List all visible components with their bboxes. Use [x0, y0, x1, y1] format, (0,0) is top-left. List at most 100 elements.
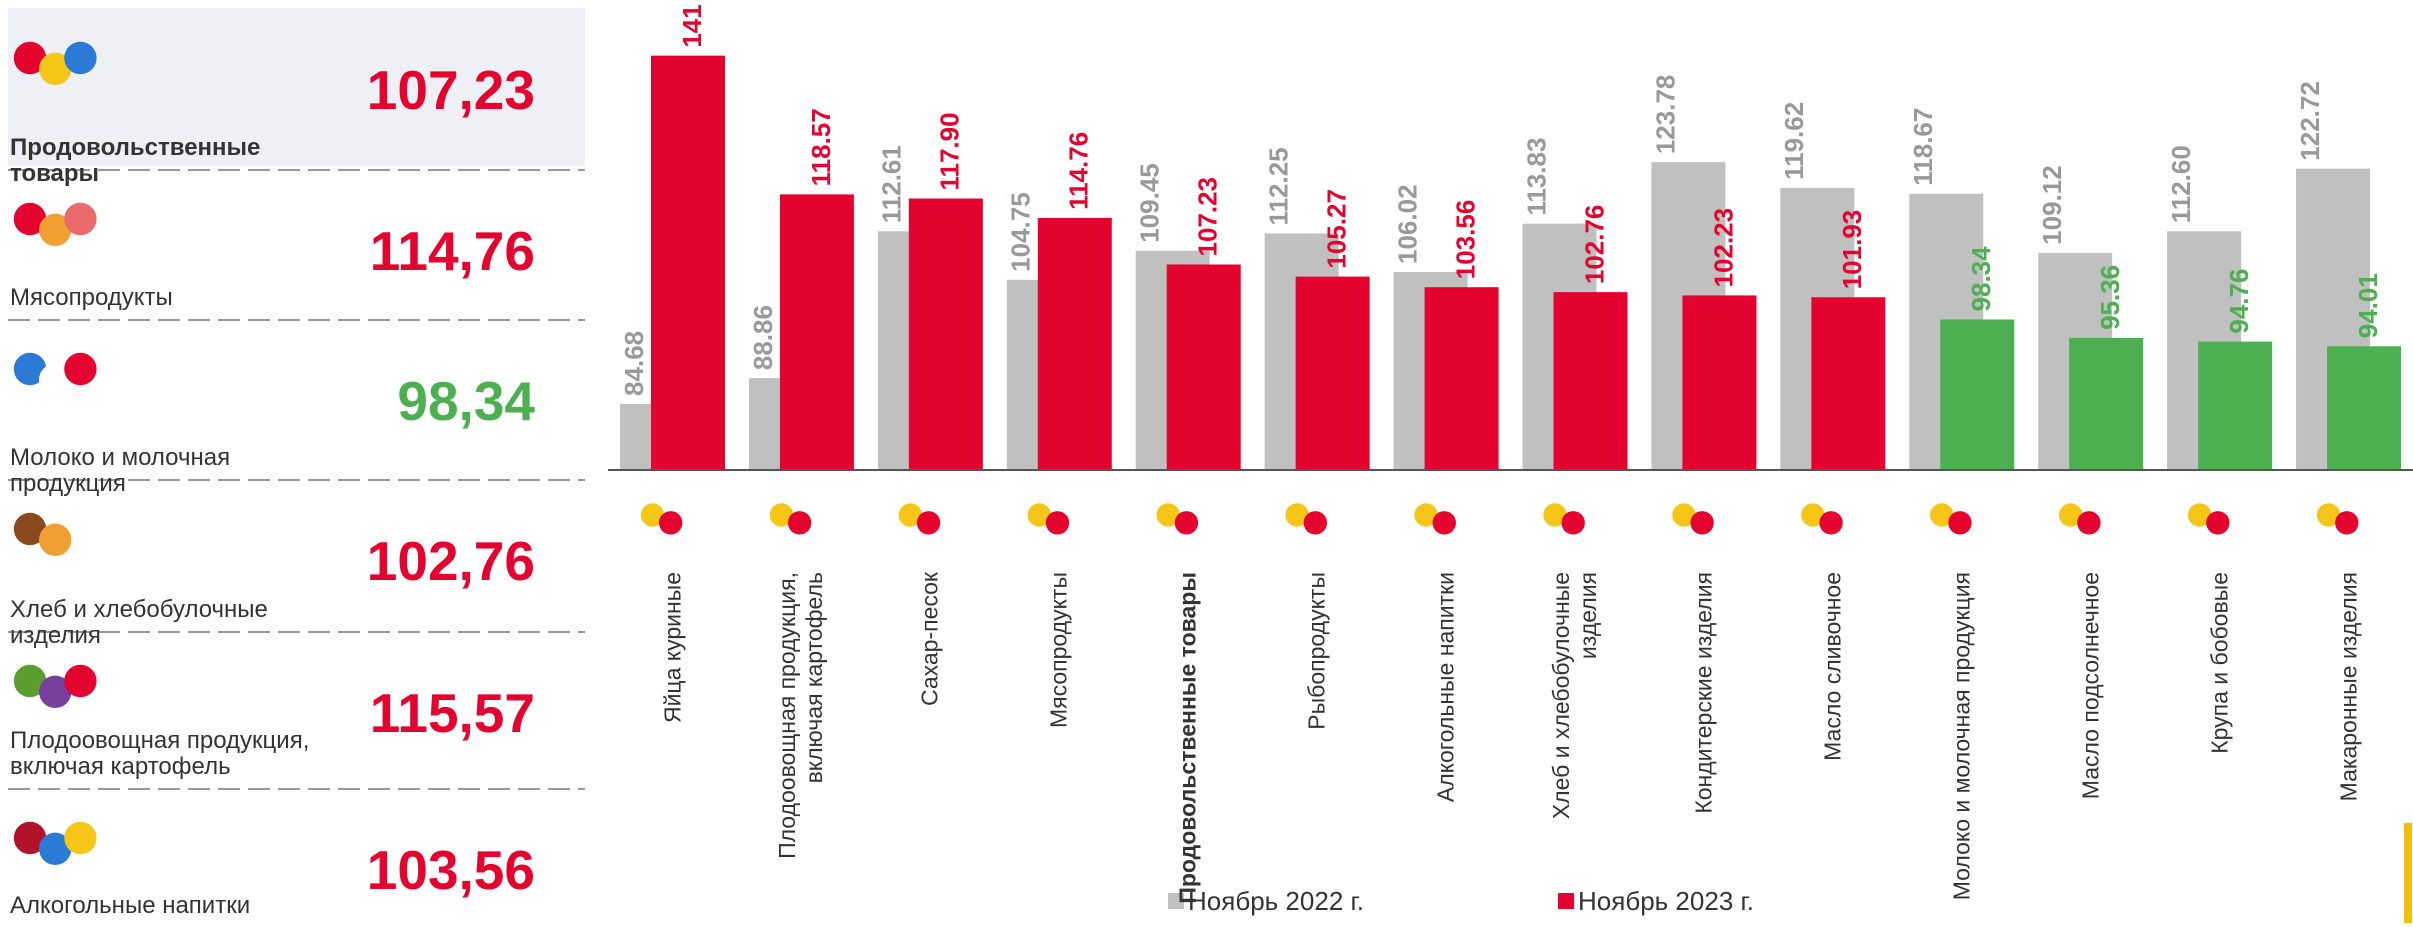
x-tick-label: Продовольственные товары [1174, 572, 1201, 904]
value-label: 94.76 [2224, 269, 2254, 334]
x-tick-label: Плодоовощная продукция, включая картофел… [774, 572, 828, 859]
bar [1166, 264, 1241, 470]
legend-label: Ноябрь 2022 г. [1188, 886, 1365, 916]
value-label: 123.78 [1650, 75, 1680, 155]
value-label: 88.86 [748, 305, 778, 370]
value-label: 102.23 [1708, 208, 1738, 288]
icon [39, 832, 72, 865]
icon [39, 523, 72, 556]
icon [13, 821, 47, 855]
x-tick-label: Кондитерские изделия [1690, 572, 1717, 814]
bar [2327, 346, 2402, 470]
icon [2077, 511, 2101, 535]
value-label: 101.93 [1837, 210, 1867, 290]
x-tick-label: Рыбопродукты [1303, 572, 1330, 730]
item-label: Плодоовощная продукция, включая картофел… [10, 727, 310, 780]
x-tick-label: Макаронные изделия [2335, 572, 2362, 802]
icon [769, 503, 794, 527]
value-label: 84.68 [619, 331, 649, 396]
value-label: 112.25 [1264, 147, 1294, 225]
value-label: 118.67 [1908, 108, 1938, 186]
icon [1561, 511, 1585, 535]
item-label: Алкогольные напитки [10, 892, 251, 919]
index-value: 114,76 [369, 220, 535, 282]
value-label: 104.75 [1006, 192, 1036, 272]
value-label: 122.72 [2295, 81, 2325, 161]
icon [1174, 511, 1199, 535]
value-label: 114.76 [1064, 132, 1094, 210]
value-label: 117.90 [935, 112, 965, 190]
item-label: Мясопродукты [10, 284, 173, 311]
icon [64, 352, 97, 386]
bar [779, 194, 854, 470]
index-value: 102,76 [366, 530, 535, 592]
icon [1948, 511, 1972, 535]
icon [898, 503, 923, 527]
bar [1940, 319, 2015, 470]
bar [1424, 287, 1499, 470]
icon [1543, 503, 1567, 527]
value-label: 112.61 [877, 145, 907, 223]
icon [64, 41, 97, 75]
legend-swatch [1558, 893, 1574, 909]
icon [1303, 511, 1328, 535]
value-label: 94.01 [2353, 273, 2383, 338]
icon [787, 511, 812, 535]
icon [64, 664, 97, 698]
x-tick-label: Мясопродукты [1045, 572, 1072, 729]
icon [1801, 503, 1825, 527]
icon [1432, 511, 1456, 535]
icon [13, 352, 47, 386]
accent-bar [2404, 823, 2412, 923]
value-label: 113.83 [1521, 138, 1551, 216]
icon [1672, 503, 1696, 527]
icon [2335, 511, 2359, 535]
value-label: 103.56 [1450, 200, 1480, 280]
icon [1690, 511, 1714, 535]
bar [2198, 341, 2273, 470]
icon [1930, 503, 1954, 527]
icon [13, 664, 47, 698]
index-value: 107,23 [366, 59, 535, 121]
icon [659, 511, 683, 535]
value-label: 112.60 [2166, 145, 2196, 223]
icon [1285, 503, 1309, 527]
icon [39, 675, 72, 708]
legend-swatch [1168, 893, 1184, 909]
bar [908, 198, 983, 470]
bar [1295, 276, 1370, 470]
bar [1037, 217, 1112, 470]
icon [39, 52, 72, 85]
value-label: 106.02 [1392, 184, 1422, 264]
icon [640, 503, 665, 527]
icon [1027, 503, 1051, 527]
bar [1682, 295, 1757, 470]
value-label: 109.45 [1135, 163, 1165, 243]
x-tick-label: Алкогольные напитки [1432, 572, 1459, 803]
icon [2206, 511, 2230, 535]
icon [1156, 503, 1180, 527]
bar [1553, 292, 1628, 470]
icon [13, 512, 47, 546]
value-label: 102.76 [1579, 205, 1609, 285]
icon [916, 511, 941, 535]
icon [1045, 511, 1070, 535]
icon [1819, 511, 1843, 535]
item-label: Молоко и молочная продукция [10, 444, 231, 497]
value-label: 109.12 [2037, 165, 2067, 245]
value-label: 98.34 [1966, 246, 1996, 312]
bar [2069, 337, 2144, 470]
value-label: 107.23 [1193, 177, 1223, 257]
value-label: 95.36 [2095, 265, 2125, 330]
icon [13, 202, 47, 236]
value-label: 141 [677, 4, 707, 47]
item-label: Хлеб и хлебобулочные изделия [10, 596, 268, 649]
index-value: 115,57 [369, 682, 535, 744]
x-tick-label: Хлеб и хлебобулочные изделия [1548, 572, 1601, 820]
icon [2187, 503, 2212, 527]
icon [1414, 503, 1438, 527]
value-label: 118.57 [806, 108, 836, 186]
bar [651, 55, 725, 470]
